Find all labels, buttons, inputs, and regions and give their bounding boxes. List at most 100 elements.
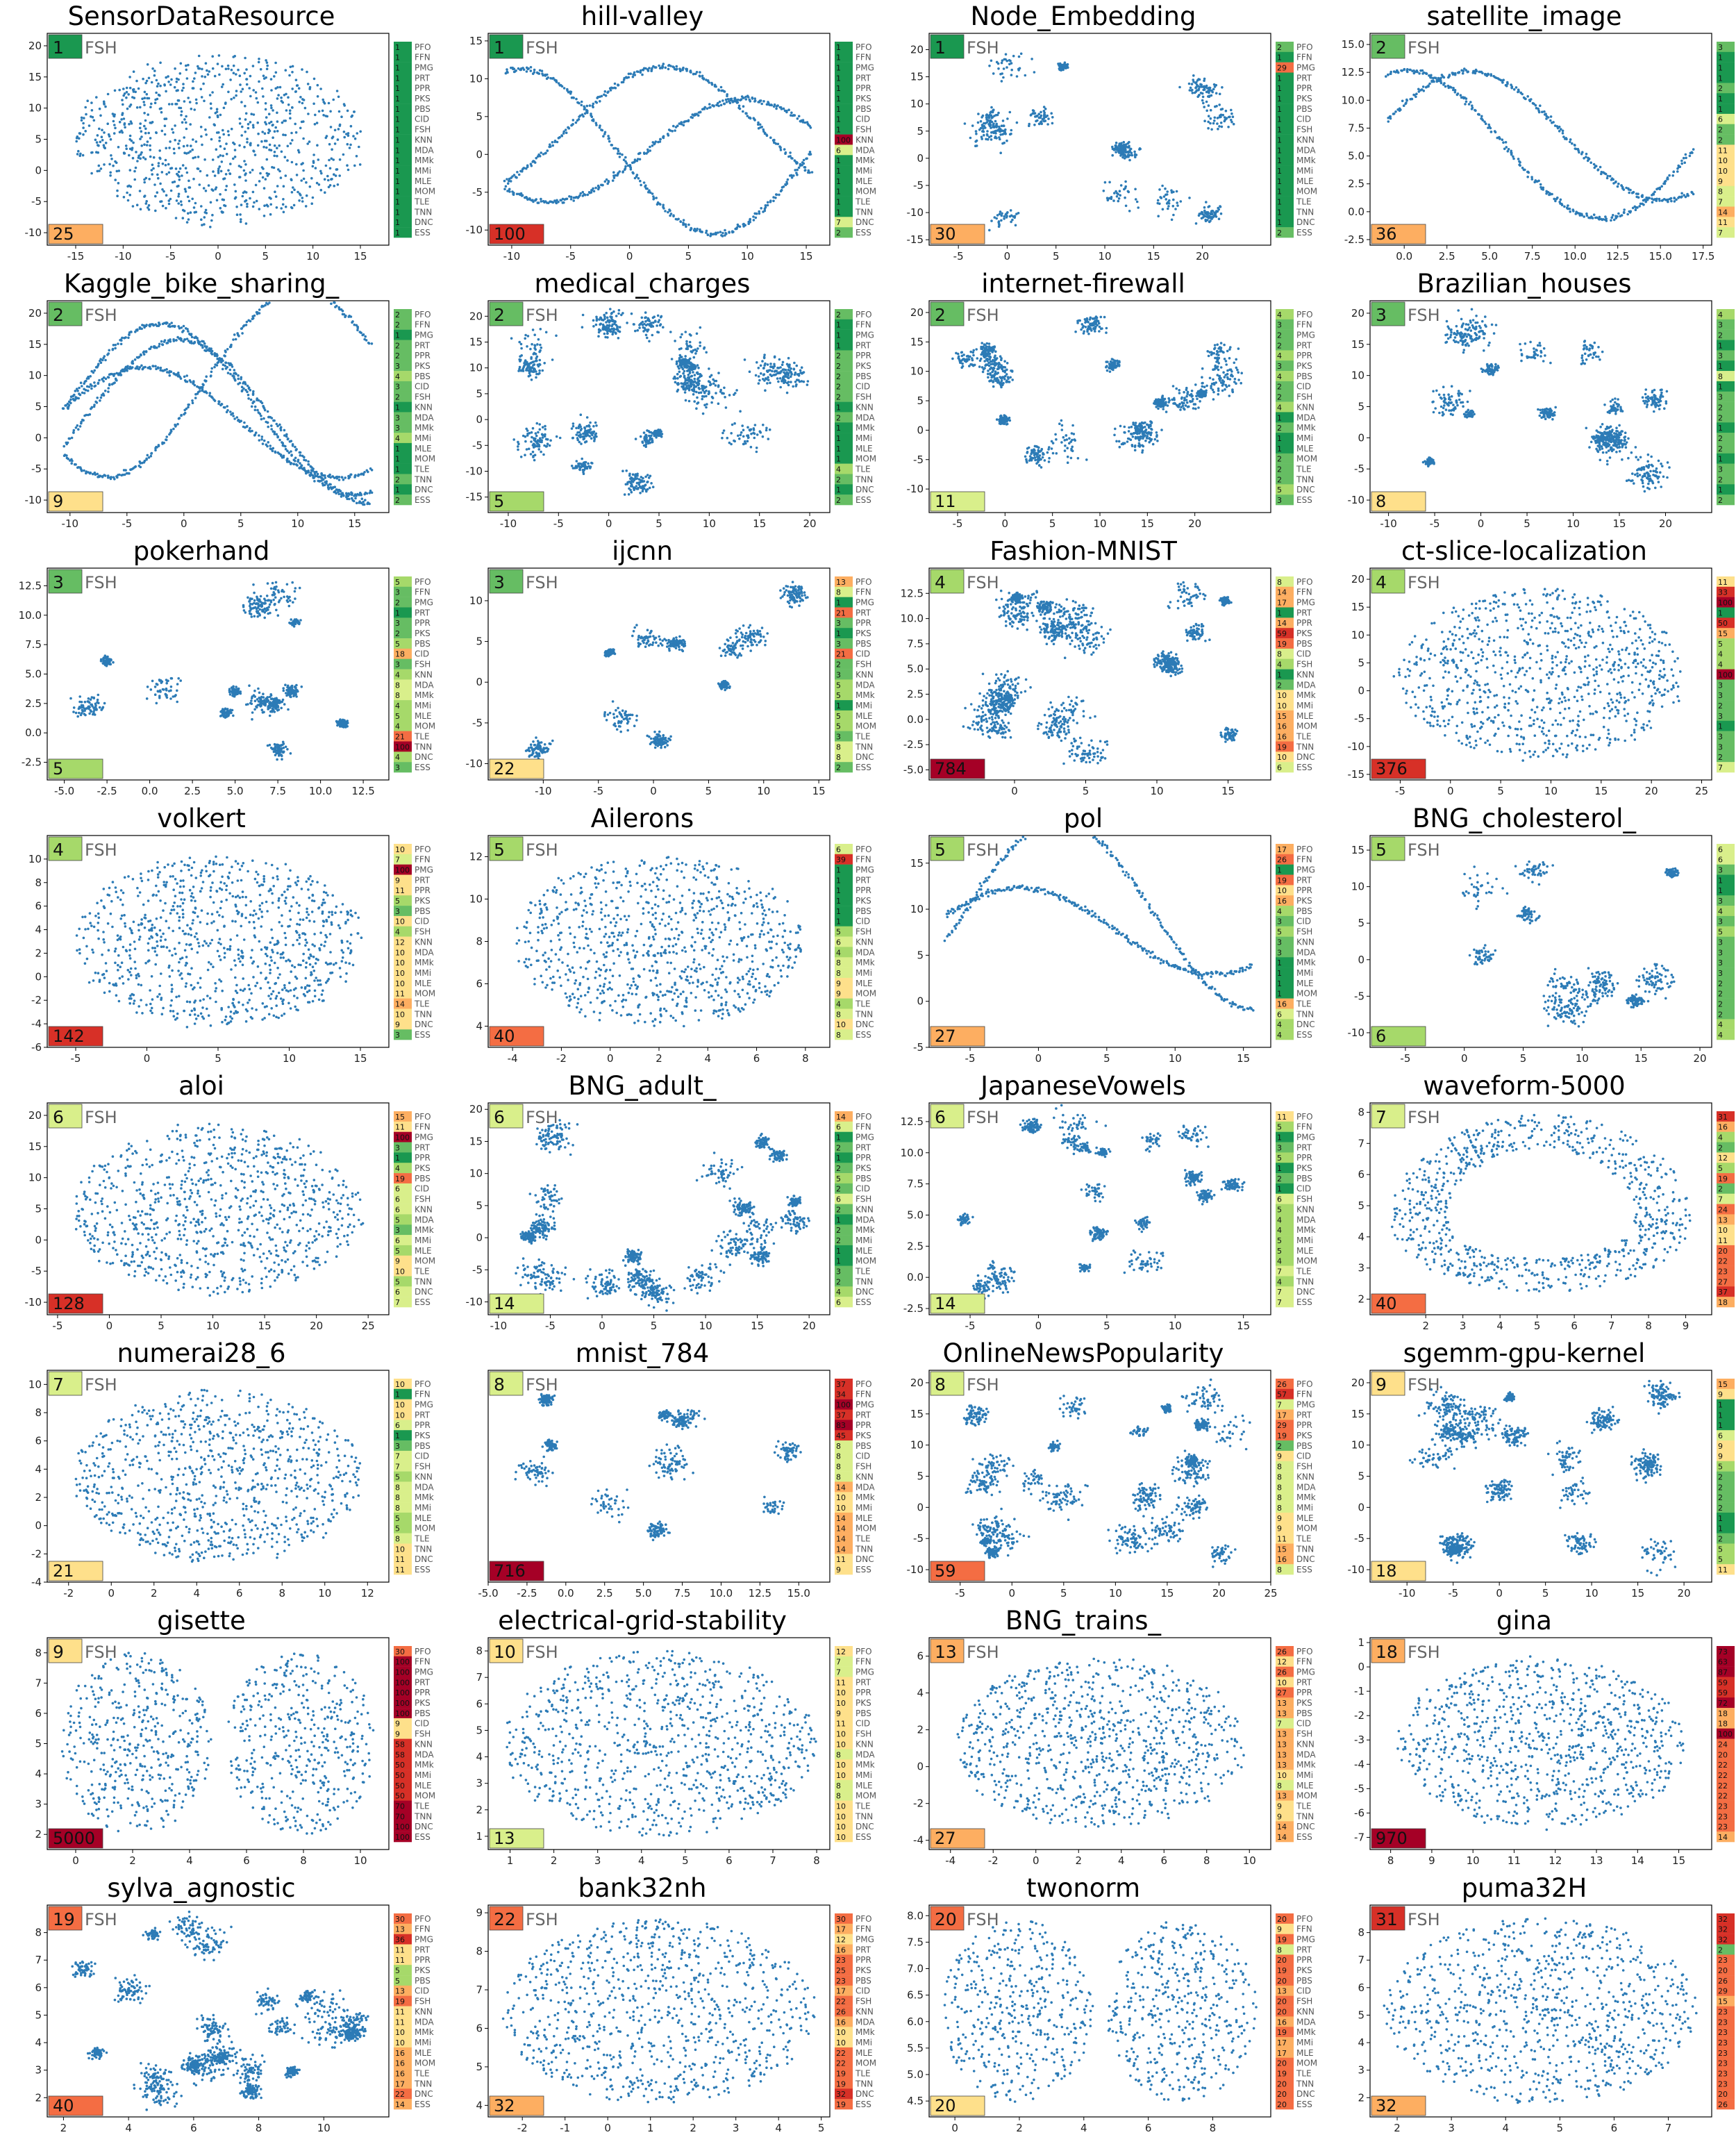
scatter-point <box>175 373 178 376</box>
scatter-point <box>705 394 708 398</box>
scatter-point <box>1545 190 1548 193</box>
scatter-point <box>1230 120 1233 124</box>
scatter-point <box>224 406 226 409</box>
method-rank-value: 1 <box>395 84 400 93</box>
scatter-point <box>206 391 208 394</box>
scatter-point <box>1578 151 1580 154</box>
scatter-point <box>213 354 217 356</box>
scatter-point <box>649 474 652 478</box>
scatter-point <box>669 129 672 132</box>
scatter-point <box>262 95 265 98</box>
scatter-point <box>276 435 279 438</box>
scatter-point <box>205 133 208 136</box>
scatter-point <box>1522 96 1526 99</box>
scatter-point <box>85 385 89 388</box>
scatter-point <box>654 140 658 143</box>
scatter-point <box>240 101 243 103</box>
scatter-point <box>193 108 197 111</box>
scatter-point <box>370 491 374 495</box>
scatter-point <box>216 63 219 65</box>
scatter-point <box>1178 85 1181 89</box>
scatter-point <box>518 365 521 369</box>
method-name: PBS <box>1296 104 1312 114</box>
scatter-point <box>690 227 693 231</box>
scatter-point <box>1127 190 1130 194</box>
scatter-point <box>240 419 243 422</box>
scatter-point <box>1394 110 1397 113</box>
scatter-point <box>200 135 203 138</box>
scatter-point <box>1192 78 1194 81</box>
scatter-point <box>544 424 546 428</box>
scatter-point <box>140 130 143 133</box>
scatter-point <box>190 108 193 110</box>
scatter-point <box>178 140 181 142</box>
scatter-point <box>1203 106 1205 108</box>
scatter-point <box>177 184 180 188</box>
scatter-point <box>599 124 601 127</box>
method-rank-cell <box>1276 134 1294 145</box>
scatter-point <box>1112 199 1115 202</box>
scatter-point <box>772 196 775 199</box>
scatter-point <box>183 151 186 154</box>
scatter-point <box>1042 106 1046 108</box>
scatter-point <box>1137 206 1140 209</box>
y-tick-label: 5 <box>476 110 483 123</box>
scatter-point <box>1444 85 1447 88</box>
scatter-point <box>1203 119 1206 122</box>
scatter-point <box>1192 74 1195 77</box>
scatter-point <box>90 109 94 112</box>
scatter-point <box>86 389 90 392</box>
x-tick-label: 15.0 <box>1649 250 1671 263</box>
scatter-point <box>635 485 638 488</box>
scatter-point <box>174 167 178 170</box>
scatter-point <box>249 430 252 433</box>
scatter-point <box>238 74 242 77</box>
scatter-point <box>104 377 108 381</box>
scatter-point <box>564 128 567 131</box>
scatter-point <box>311 469 315 472</box>
scatter-point <box>779 147 782 149</box>
chart-panel: Node_Embedding -5 0 5 10 15 20 -15 -10 -5 0 5 10 15 20… <box>889 0 1323 267</box>
scatter-point <box>286 144 290 148</box>
scatter-point <box>273 75 276 78</box>
x-tick-label: -15 <box>67 250 85 263</box>
scatter-point <box>644 475 647 479</box>
scatter-point <box>1608 174 1612 178</box>
scatter-point <box>1616 215 1619 218</box>
scatter-point <box>1044 108 1047 110</box>
scatter-point <box>276 147 278 149</box>
scatter-point <box>790 111 793 115</box>
scatter-point <box>352 135 355 138</box>
y-tick-label: 15 <box>469 35 483 47</box>
scatter-point <box>189 150 192 153</box>
scatter-point <box>219 169 223 173</box>
scatter-point <box>1030 113 1033 116</box>
scatter-point <box>810 171 814 174</box>
scatter-point <box>1106 199 1110 202</box>
scatter-point <box>1010 62 1013 65</box>
scatter-point <box>557 201 560 203</box>
scatter-point <box>680 122 683 126</box>
scatter-point <box>602 135 605 138</box>
method-rank-value: 2 <box>1718 84 1723 93</box>
scatter-point <box>637 481 640 484</box>
scatter-point <box>113 89 117 92</box>
scatter-point <box>178 417 181 419</box>
scatter-point <box>246 205 249 208</box>
scatter-point <box>779 149 783 151</box>
scatter-point <box>719 85 723 89</box>
scatter-point <box>290 131 293 135</box>
scatter-point <box>524 359 527 362</box>
scatter-point <box>598 318 601 321</box>
y-tick-label: -15 <box>907 233 924 246</box>
scatter-point <box>78 137 81 140</box>
scatter-point <box>245 320 249 324</box>
scatter-point <box>312 161 315 164</box>
scatter-point <box>349 143 352 147</box>
scatter-point <box>274 71 278 74</box>
scatter-point <box>319 188 323 192</box>
method-rank-cell <box>394 360 412 372</box>
scatter-point <box>1622 188 1626 191</box>
scatter-point <box>135 79 138 83</box>
scatter-point <box>241 125 244 128</box>
